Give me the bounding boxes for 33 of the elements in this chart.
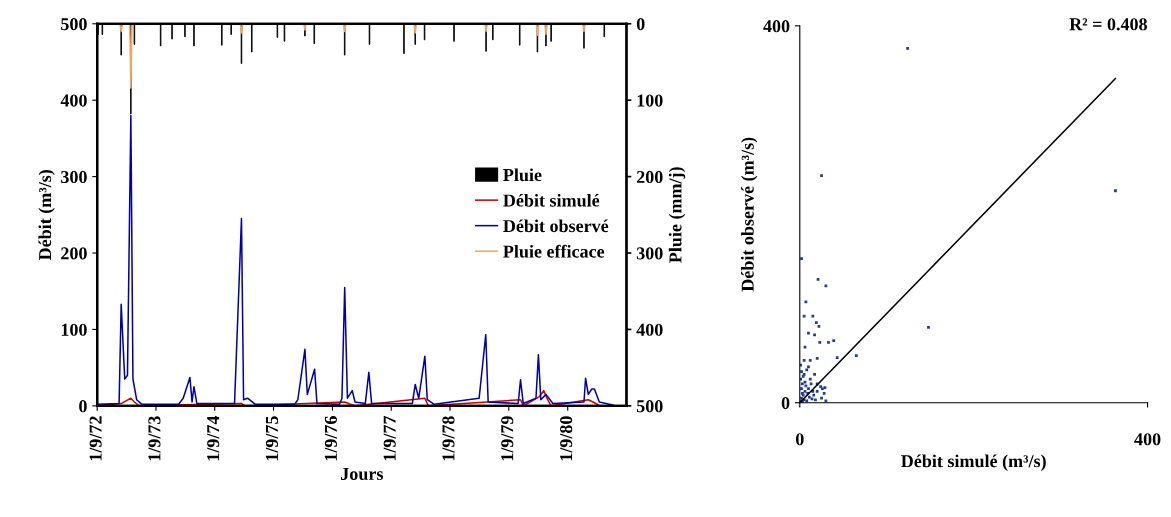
y-tick-label: 500 <box>61 18 87 31</box>
y2-tick-label: 500 <box>636 400 663 413</box>
y2-tick-label: 100 <box>637 94 663 107</box>
y2-tick-label: 0 <box>636 18 645 31</box>
x-tick-label: 1/9/73 <box>148 416 161 461</box>
y-tick-label: 400 <box>60 94 87 107</box>
y2-tick-label: 400 <box>636 323 663 336</box>
x-tick-label: 1/9/79 <box>501 416 514 461</box>
y-tick-label: 0 <box>79 400 87 413</box>
y2-axis-title: Pluie (mm/j) <box>668 167 686 263</box>
legend-label: Débit observé <box>503 219 609 233</box>
x-tick-label: 1/9/78 <box>442 416 455 461</box>
legend-label: Pluie <box>503 168 542 182</box>
x-axis-title: Débit simulé (m³/s) <box>901 454 1046 471</box>
y-axis-title: Débit observé (m³/s) <box>741 137 758 292</box>
x-axis-title: Jours <box>341 467 383 481</box>
y-tick-label: 100 <box>61 323 87 336</box>
legend-label: Pluie efficace <box>503 244 605 258</box>
x-tick-label: 1/9/76 <box>324 416 337 461</box>
x-tick-label: 400 <box>1134 433 1161 446</box>
legend-label: Débit simulé <box>503 193 600 207</box>
x-tick-label: 0 <box>795 433 804 446</box>
x-tick-label: 1/9/77 <box>383 416 396 461</box>
annotation: R² = 0.408 <box>1069 18 1147 31</box>
y2-tick-label: 300 <box>636 247 663 260</box>
x-tick-label: 1/9/75 <box>265 416 279 461</box>
y-axis-title: Débit (m³/s) <box>38 170 55 261</box>
y2-tick-label: 200 <box>636 170 663 184</box>
x-tick-label: 1/9/72 <box>89 416 102 461</box>
x-tick-label: 1/9/74 <box>207 415 220 461</box>
y-tick-label: 200 <box>61 247 87 260</box>
x-tick-label: 1/9/80 <box>560 416 573 461</box>
y-tick-label: 300 <box>61 170 87 184</box>
